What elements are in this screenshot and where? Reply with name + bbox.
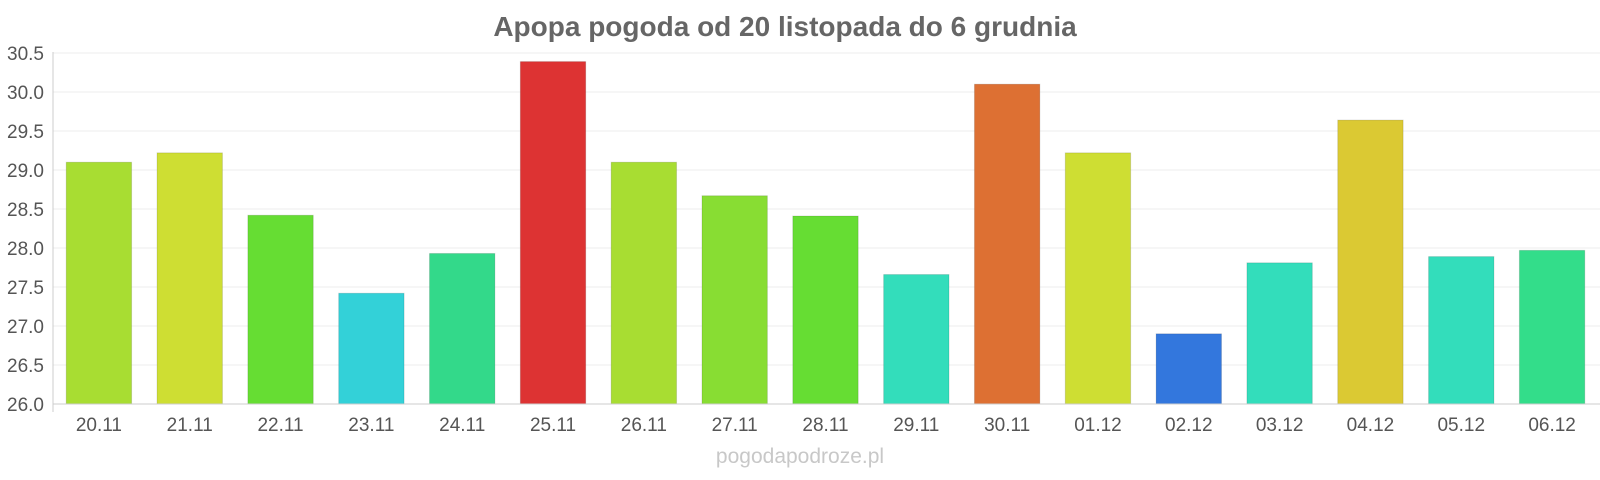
bar-27.11[interactable] <box>701 195 768 405</box>
x-tick-label: 23.11 <box>348 415 394 436</box>
bar-23.11[interactable] <box>338 292 405 405</box>
x-tick-label: 24.11 <box>439 415 485 436</box>
bar-20.11[interactable] <box>65 161 133 405</box>
bar-03.12[interactable] <box>1246 262 1313 405</box>
bar-24.11[interactable] <box>429 252 496 405</box>
bar-25.11[interactable] <box>519 61 587 405</box>
bar-02.12[interactable] <box>1155 333 1222 405</box>
x-tick-label: 30.11 <box>984 415 1030 436</box>
x-tick-label: 05.12 <box>1437 415 1485 436</box>
x-tick-label: 27.11 <box>712 415 758 436</box>
bar-01.12[interactable] <box>1064 152 1132 405</box>
y-tick-label: 30.5 <box>7 44 44 65</box>
bar-29.11[interactable] <box>883 274 950 405</box>
y-tick-label: 26.5 <box>7 356 44 377</box>
y-tick-label: 29.0 <box>7 161 44 182</box>
y-tick-label: 28.0 <box>7 239 44 260</box>
x-tick-label: 26.11 <box>621 415 667 436</box>
watermark: pogodapodroze.pl <box>716 445 884 468</box>
bar-30.11[interactable] <box>973 83 1041 405</box>
x-tick-label: 02.12 <box>1165 415 1213 436</box>
y-tick-label: 26.0 <box>7 395 44 416</box>
bar-28.11[interactable] <box>792 215 859 405</box>
bar-05.12[interactable] <box>1428 256 1495 405</box>
y-tick-label: 30.0 <box>7 83 44 104</box>
y-tick-label: 27.5 <box>7 278 44 299</box>
x-axis-tick-labels: 20.11 21.11 22.11 23.11 24.11 25.11 26.11 27.11… <box>76 415 1576 436</box>
x-tick-label: 06.12 <box>1528 415 1576 436</box>
x-tick-label: 29.11 <box>893 415 939 436</box>
x-tick-label: 21.11 <box>167 415 213 436</box>
bar-26.11[interactable] <box>610 161 678 405</box>
y-tick-label: 29.5 <box>7 122 44 143</box>
y-tick-label: 28.5 <box>7 200 44 221</box>
bar-21.11[interactable] <box>156 152 223 405</box>
x-tick-label: 04.12 <box>1347 415 1395 436</box>
bar-22.11[interactable] <box>247 214 314 405</box>
y-tick-label: 27.0 <box>7 317 44 338</box>
x-tick-label: 22.11 <box>257 415 303 436</box>
x-tick-label: 03.12 <box>1256 415 1304 436</box>
bars <box>65 61 1586 405</box>
bar-06.12[interactable] <box>1518 249 1586 405</box>
bar-04.12[interactable] <box>1337 119 1404 405</box>
x-tick-label: 25.11 <box>530 415 576 436</box>
x-tick-label: 01.12 <box>1074 415 1122 436</box>
y-axis-tick-labels: 26.0 26.5 27.0 27.5 28.0 28.5 29.0 29.5 30.0 30.5 <box>7 44 44 416</box>
x-tick-label: 28.11 <box>802 415 848 436</box>
chart-title: Apopa pogoda od 20 listopada do 6 grudni… <box>493 11 1077 42</box>
x-tick-label: 20.11 <box>76 415 122 436</box>
